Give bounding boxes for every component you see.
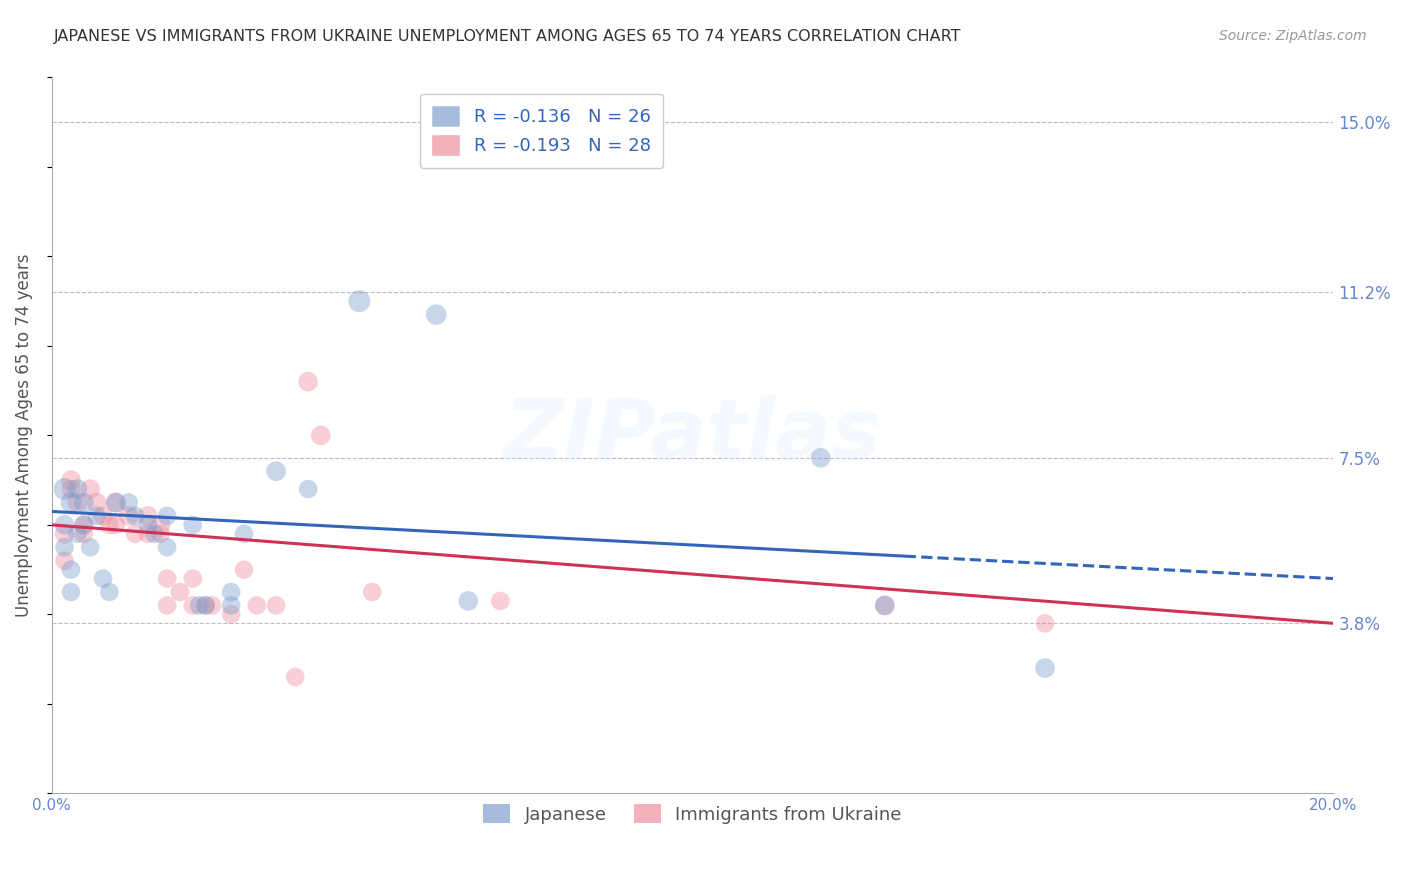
Point bbox=[66, 495, 89, 509]
Point bbox=[201, 599, 224, 613]
Point bbox=[873, 599, 896, 613]
Point bbox=[124, 508, 146, 523]
Y-axis label: Unemployment Among Ages 65 to 74 years: Unemployment Among Ages 65 to 74 years bbox=[15, 253, 32, 617]
Point bbox=[181, 599, 204, 613]
Point bbox=[1033, 661, 1056, 675]
Point bbox=[59, 495, 82, 509]
Point bbox=[79, 541, 101, 555]
Point bbox=[53, 541, 76, 555]
Point bbox=[86, 495, 108, 509]
Point bbox=[284, 670, 307, 684]
Point bbox=[73, 517, 96, 532]
Legend: Japanese, Immigrants from Ukraine: Japanese, Immigrants from Ukraine bbox=[472, 793, 912, 834]
Point bbox=[143, 526, 166, 541]
Point bbox=[104, 517, 127, 532]
Point bbox=[297, 482, 319, 496]
Point bbox=[425, 308, 447, 322]
Point bbox=[361, 585, 384, 599]
Point bbox=[264, 464, 287, 478]
Point bbox=[136, 517, 159, 532]
Point bbox=[297, 375, 319, 389]
Point bbox=[59, 563, 82, 577]
Point bbox=[149, 517, 172, 532]
Point bbox=[86, 508, 108, 523]
Point bbox=[489, 594, 512, 608]
Text: ZIPatlas: ZIPatlas bbox=[503, 395, 882, 476]
Point bbox=[169, 585, 191, 599]
Point bbox=[66, 526, 89, 541]
Point bbox=[136, 526, 159, 541]
Point bbox=[53, 517, 76, 532]
Point bbox=[156, 541, 179, 555]
Point bbox=[79, 482, 101, 496]
Point bbox=[73, 495, 96, 509]
Point bbox=[73, 526, 96, 541]
Point bbox=[181, 517, 204, 532]
Point bbox=[349, 294, 371, 309]
Point bbox=[91, 572, 114, 586]
Point bbox=[98, 585, 121, 599]
Point bbox=[188, 599, 211, 613]
Point bbox=[156, 572, 179, 586]
Point bbox=[219, 599, 242, 613]
Point bbox=[156, 599, 179, 613]
Point bbox=[59, 473, 82, 487]
Point bbox=[53, 554, 76, 568]
Point bbox=[194, 599, 217, 613]
Point bbox=[59, 585, 82, 599]
Point bbox=[117, 508, 139, 523]
Point bbox=[810, 450, 832, 465]
Text: Source: ZipAtlas.com: Source: ZipAtlas.com bbox=[1219, 29, 1367, 43]
Point bbox=[457, 594, 479, 608]
Point bbox=[156, 508, 179, 523]
Point bbox=[181, 572, 204, 586]
Point bbox=[73, 517, 96, 532]
Text: JAPANESE VS IMMIGRANTS FROM UKRAINE UNEMPLOYMENT AMONG AGES 65 TO 74 YEARS CORRE: JAPANESE VS IMMIGRANTS FROM UKRAINE UNEM… bbox=[53, 29, 960, 44]
Point bbox=[1033, 616, 1056, 631]
Point bbox=[873, 599, 896, 613]
Point bbox=[264, 599, 287, 613]
Point bbox=[59, 482, 82, 496]
Point bbox=[98, 517, 121, 532]
Point bbox=[233, 563, 256, 577]
Point bbox=[219, 607, 242, 622]
Point bbox=[219, 585, 242, 599]
Point bbox=[246, 599, 269, 613]
Point bbox=[309, 428, 332, 442]
Point bbox=[66, 482, 89, 496]
Point bbox=[124, 526, 146, 541]
Point bbox=[53, 526, 76, 541]
Point bbox=[194, 599, 217, 613]
Point bbox=[53, 482, 76, 496]
Point bbox=[136, 508, 159, 523]
Point bbox=[233, 526, 256, 541]
Point bbox=[91, 508, 114, 523]
Point bbox=[104, 495, 127, 509]
Point bbox=[104, 495, 127, 509]
Point bbox=[117, 495, 139, 509]
Point bbox=[149, 526, 172, 541]
